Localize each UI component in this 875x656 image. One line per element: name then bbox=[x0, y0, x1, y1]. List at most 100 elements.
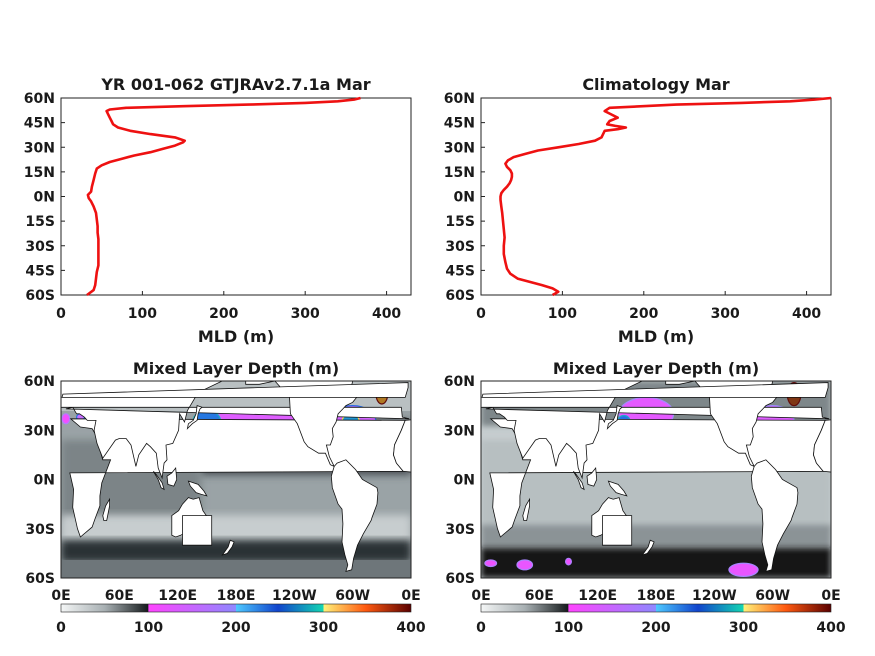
lon-tick-label: 0E bbox=[821, 588, 840, 604]
continent-shape bbox=[813, 419, 831, 473]
y-tick-labels: 60N 45N 30N 15N 0N 15S 30S 45S 60S bbox=[444, 91, 485, 304]
lon-tick-label: 60E bbox=[105, 588, 134, 604]
continent-shape bbox=[586, 466, 598, 487]
lon-tick-label: 180E bbox=[637, 588, 676, 604]
continent-shape bbox=[481, 382, 829, 398]
continent-shape bbox=[606, 405, 623, 430]
x-tick-label: 100 bbox=[128, 306, 157, 322]
lon-tick-label: 60W bbox=[755, 588, 790, 604]
colorbar-tick-label: 400 bbox=[396, 620, 425, 636]
y-tick-label: 45N bbox=[24, 116, 55, 132]
continent-shape bbox=[481, 381, 830, 480]
panel-title: YR 001-062 GTJRAv2.7.1a Mar bbox=[100, 75, 370, 94]
lat-tick-label: 60S bbox=[445, 571, 475, 587]
colorbar-tick-label: 200 bbox=[221, 620, 250, 636]
colorbar-tick-label: 200 bbox=[641, 620, 670, 636]
deep-mixing-patch bbox=[564, 557, 573, 566]
colorbar-tick-label: 100 bbox=[554, 620, 583, 636]
y-tick-label: 60N bbox=[24, 91, 55, 107]
continents bbox=[61, 381, 411, 572]
y-tick-labels: 60N 45N 30N 15N 0N 15S 30S 45S 60S bbox=[24, 91, 65, 304]
colorbar bbox=[60, 603, 412, 613]
y-tick-label: 60S bbox=[25, 288, 55, 304]
y-tick-label: 45S bbox=[445, 263, 475, 279]
x-tick-label: 300 bbox=[291, 306, 320, 322]
x-tick-labels: 0 100 200 300 400 bbox=[56, 291, 401, 322]
y-tick-label: 15N bbox=[24, 165, 55, 181]
map-frame bbox=[60, 380, 412, 579]
continent-shape bbox=[330, 459, 379, 572]
y-tick-label: 30N bbox=[24, 140, 55, 156]
plot-area bbox=[60, 97, 412, 296]
deep-mixing-patch bbox=[516, 559, 534, 571]
lat-tick-label: 0N bbox=[454, 473, 475, 489]
continent-shape bbox=[602, 515, 633, 546]
y-tick-label: 60N bbox=[444, 91, 475, 107]
continent-shape bbox=[102, 497, 110, 521]
continent-shape bbox=[352, 381, 368, 382]
y-tick-label: 30N bbox=[444, 140, 475, 156]
y-tick-label: 15S bbox=[25, 214, 55, 230]
colorbar-tick-label: 0 bbox=[56, 620, 66, 636]
profile-panel-climatology: Climatology Mar 60N45N30N15N0N15S30S45S6… bbox=[444, 75, 832, 346]
x-tick-label: 200 bbox=[629, 306, 658, 322]
lat-tick-labels: 60N 30N 0N 30S 60S bbox=[444, 374, 475, 587]
lat-tick-label: 60N bbox=[24, 374, 55, 390]
y-tick-label: 15S bbox=[445, 214, 475, 230]
deep-mixing-patch bbox=[61, 413, 71, 425]
continent-shape bbox=[61, 382, 409, 398]
colorbar-tick-labels: 0 100 200 300 400 bbox=[476, 620, 846, 636]
x-axis-label: MLD (m) bbox=[198, 327, 274, 346]
y-tick-label: 30S bbox=[445, 239, 475, 255]
y-tick-label: 30S bbox=[25, 239, 55, 255]
continent-shape bbox=[187, 480, 208, 497]
continent-shape bbox=[750, 459, 799, 572]
deep-mixing-patch bbox=[728, 562, 759, 577]
continent-shape bbox=[166, 466, 178, 487]
plot-area bbox=[480, 97, 832, 296]
lat-tick-label: 30N bbox=[444, 423, 475, 439]
continent-shape bbox=[186, 405, 203, 430]
y-tick-label: 45N bbox=[444, 116, 475, 132]
lon-tick-labels: 0E 60E 120E 180E 120W 60W 0E bbox=[471, 588, 840, 604]
x-tick-label: 400 bbox=[792, 306, 821, 322]
y-tick-label: 0N bbox=[34, 190, 55, 206]
lon-tick-label: 0E bbox=[471, 588, 490, 604]
continent-shape bbox=[772, 381, 788, 382]
panel-title: Climatology Mar bbox=[582, 75, 729, 94]
lon-tick-label: 120W bbox=[272, 588, 317, 604]
y-tick-label: 0N bbox=[454, 190, 475, 206]
colorbar-tick-label: 300 bbox=[729, 620, 758, 636]
colorbar-tick-labels: 0 100 200 300 400 bbox=[56, 620, 426, 636]
mld-profile-line bbox=[499, 96, 832, 297]
x-tick-label: 300 bbox=[711, 306, 740, 322]
y-tick-label: 60S bbox=[445, 288, 475, 304]
x-tick-label: 0 bbox=[476, 306, 486, 322]
colorbar-tick-label: 100 bbox=[134, 620, 163, 636]
continent-shape bbox=[182, 515, 213, 546]
continent-shape bbox=[221, 539, 235, 556]
continent-shape bbox=[393, 419, 411, 473]
map-frame bbox=[480, 380, 832, 579]
lat-tick-label: 30S bbox=[25, 522, 55, 538]
x-tick-labels: 0 100 200 300 400 bbox=[476, 291, 821, 322]
colorbar-tick-label: 0 bbox=[476, 620, 486, 636]
lon-tick-label: 60W bbox=[335, 588, 370, 604]
continent-shape bbox=[573, 471, 585, 491]
lon-tick-label: 0E bbox=[401, 588, 420, 604]
deep-mixing-patch bbox=[484, 559, 498, 568]
continent-shape bbox=[61, 381, 410, 480]
panel-title: Mixed Layer Depth (m) bbox=[553, 359, 759, 378]
lon-tick-label: 120E bbox=[578, 588, 617, 604]
lon-tick-label: 0E bbox=[51, 588, 70, 604]
panel-title: Mixed Layer Depth (m) bbox=[133, 359, 339, 378]
mld-map-field bbox=[481, 381, 831, 578]
colorbar bbox=[480, 603, 832, 613]
lon-tick-labels: 0E 60E 120E 180E 120W 60W 0E bbox=[51, 588, 420, 604]
profile-panel-model: YR 001-062 GTJRAv2.7.1a Mar 60N 45N 30N 15N… bbox=[24, 75, 412, 346]
lon-tick-label: 180E bbox=[217, 588, 256, 604]
lat-tick-label: 30N bbox=[24, 423, 55, 439]
lon-tick-label: 120W bbox=[692, 588, 737, 604]
